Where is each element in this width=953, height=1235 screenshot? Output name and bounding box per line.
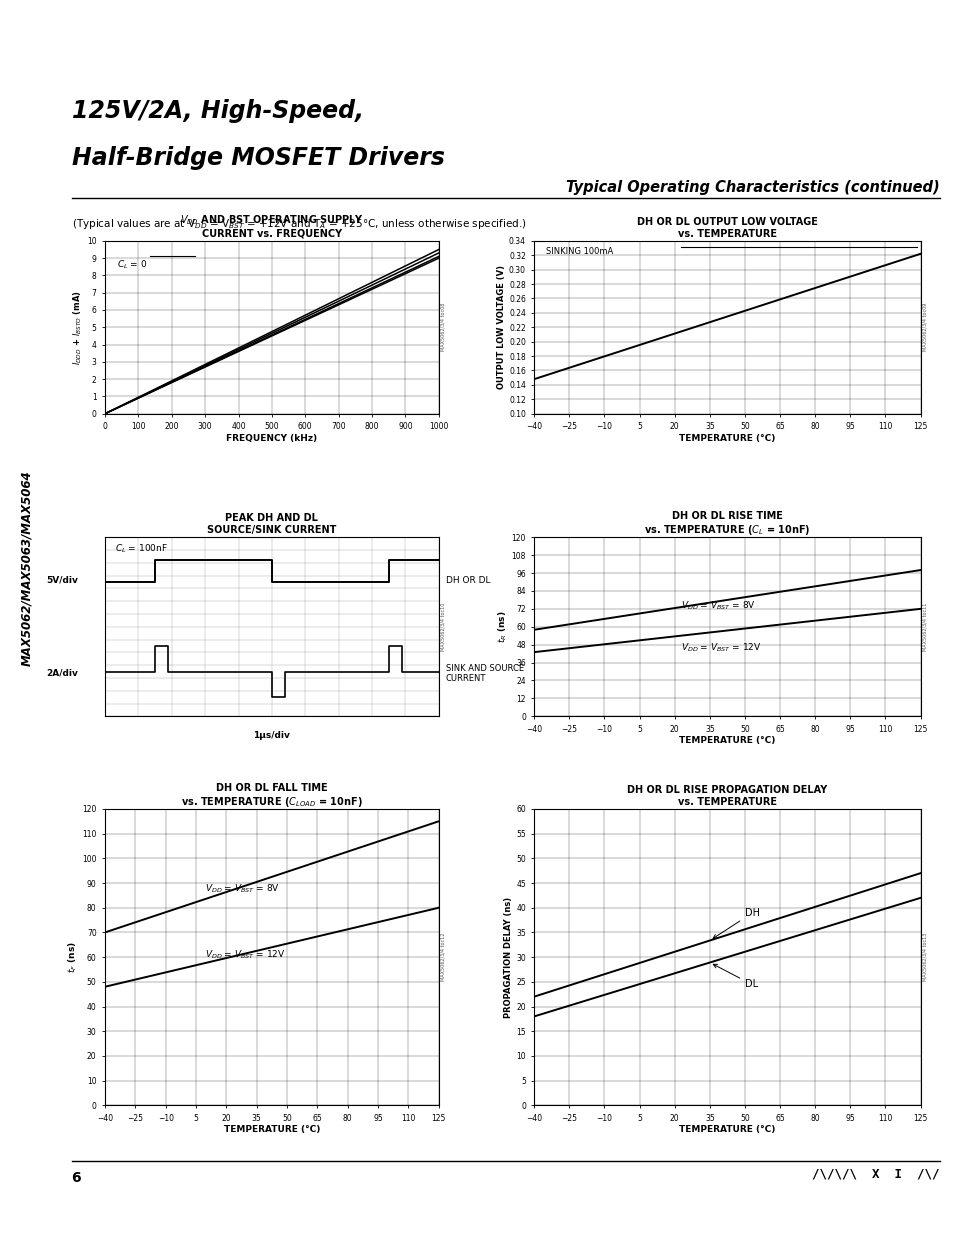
Text: MAX5062/MAX5063/MAX5064: MAX5062/MAX5063/MAX5064 <box>20 471 33 666</box>
Text: 5V/div: 5V/div <box>47 576 78 584</box>
Text: $C_L$ = 100nF: $C_L$ = 100nF <box>114 542 168 555</box>
Title: DH OR DL FALL TIME
vs. TEMPERATURE ($C_{LOAD}$ = 10nF): DH OR DL FALL TIME vs. TEMPERATURE ($C_{… <box>181 783 362 809</box>
Y-axis label: $I_{DDD}$ + $I_{BSTO}$ (mA): $I_{DDD}$ + $I_{BSTO}$ (mA) <box>71 290 84 364</box>
Text: (Typical values are at V$_{DD}$ = V$_{BST}$ = +12V and T$_A$ = +25°C, unless oth: (Typical values are at V$_{DD}$ = V$_{BS… <box>71 217 526 231</box>
Text: /\/\/\  X  I  /\/: /\/\/\ X I /\/ <box>811 1167 939 1181</box>
Text: MAX5062/3/4 toc13: MAX5062/3/4 toc13 <box>922 932 926 982</box>
Title: $V_{DD}$ AND BST OPERATING SUPPLY
CURRENT vs. FREQUENCY: $V_{DD}$ AND BST OPERATING SUPPLY CURREN… <box>180 214 363 238</box>
Text: $V_{DD}$ = $V_{BST}$ = 8V: $V_{DD}$ = $V_{BST}$ = 8V <box>680 600 756 613</box>
Text: $V_{DD}$ = $V_{BST}$ = 8V: $V_{DD}$ = $V_{BST}$ = 8V <box>205 883 280 895</box>
Text: MAX5062/3/4 toc08: MAX5062/3/4 toc08 <box>440 303 445 352</box>
Text: MAX5062/3/4 toc09: MAX5062/3/4 toc09 <box>922 303 926 352</box>
Text: MAX5062/3/4 toc11: MAX5062/3/4 toc11 <box>922 603 926 651</box>
Text: 6: 6 <box>71 1171 81 1184</box>
Text: $V_{DD}$ = $V_{BST}$ = 12V: $V_{DD}$ = $V_{BST}$ = 12V <box>205 948 286 961</box>
Title: PEAK DH AND DL
SOURCE/SINK CURRENT: PEAK DH AND DL SOURCE/SINK CURRENT <box>207 514 336 535</box>
Text: MAX5062/3/4 toc12: MAX5062/3/4 toc12 <box>440 932 445 982</box>
Text: 125V/2A, High-Speed,: 125V/2A, High-Speed, <box>71 99 363 122</box>
Text: 2A/div: 2A/div <box>47 669 78 678</box>
Text: DH OR DL: DH OR DL <box>445 576 490 584</box>
Y-axis label: PROPAGATION DELAY (ns): PROPAGATION DELAY (ns) <box>504 897 513 1018</box>
Text: SINK AND SOURCE
CURRENT: SINK AND SOURCE CURRENT <box>445 663 523 683</box>
Text: Typical Operating Characteristics (continued): Typical Operating Characteristics (conti… <box>565 180 939 195</box>
Y-axis label: $t_F$ (ns): $t_F$ (ns) <box>67 941 79 973</box>
Text: 1μs/div: 1μs/div <box>253 731 290 740</box>
X-axis label: FREQUENCY (kHz): FREQUENCY (kHz) <box>226 433 317 443</box>
Text: DL: DL <box>713 965 758 989</box>
Text: $V_{DD}$ = $V_{BST}$ = 12V: $V_{DD}$ = $V_{BST}$ = 12V <box>680 641 761 653</box>
Title: DH OR DL RISE PROPAGATION DELAY
vs. TEMPERATURE: DH OR DL RISE PROPAGATION DELAY vs. TEMP… <box>627 785 826 806</box>
X-axis label: TEMPERATURE (°C): TEMPERATURE (°C) <box>679 736 775 746</box>
Title: DH OR DL OUTPUT LOW VOLTAGE
vs. TEMPERATURE: DH OR DL OUTPUT LOW VOLTAGE vs. TEMPERAT… <box>637 217 817 238</box>
Text: SINKING 100mA: SINKING 100mA <box>545 247 613 256</box>
Y-axis label: OUTPUT LOW VOLTAGE (V): OUTPUT LOW VOLTAGE (V) <box>497 266 506 389</box>
Text: DH: DH <box>712 908 760 939</box>
X-axis label: TEMPERATURE (°C): TEMPERATURE (°C) <box>223 1125 320 1135</box>
X-axis label: TEMPERATURE (°C): TEMPERATURE (°C) <box>679 433 775 443</box>
X-axis label: TEMPERATURE (°C): TEMPERATURE (°C) <box>679 1125 775 1135</box>
Text: Half-Bridge MOSFET Drivers: Half-Bridge MOSFET Drivers <box>71 146 444 169</box>
Text: $C_L$ = 0: $C_L$ = 0 <box>116 258 147 270</box>
Y-axis label: $t_R$ (ns): $t_R$ (ns) <box>496 610 508 643</box>
Title: DH OR DL RISE TIME
vs. TEMPERATURE ($C_L$ = 10nF): DH OR DL RISE TIME vs. TEMPERATURE ($C_L… <box>643 511 810 537</box>
Text: MAX5062/3/4 toc10: MAX5062/3/4 toc10 <box>440 603 445 651</box>
